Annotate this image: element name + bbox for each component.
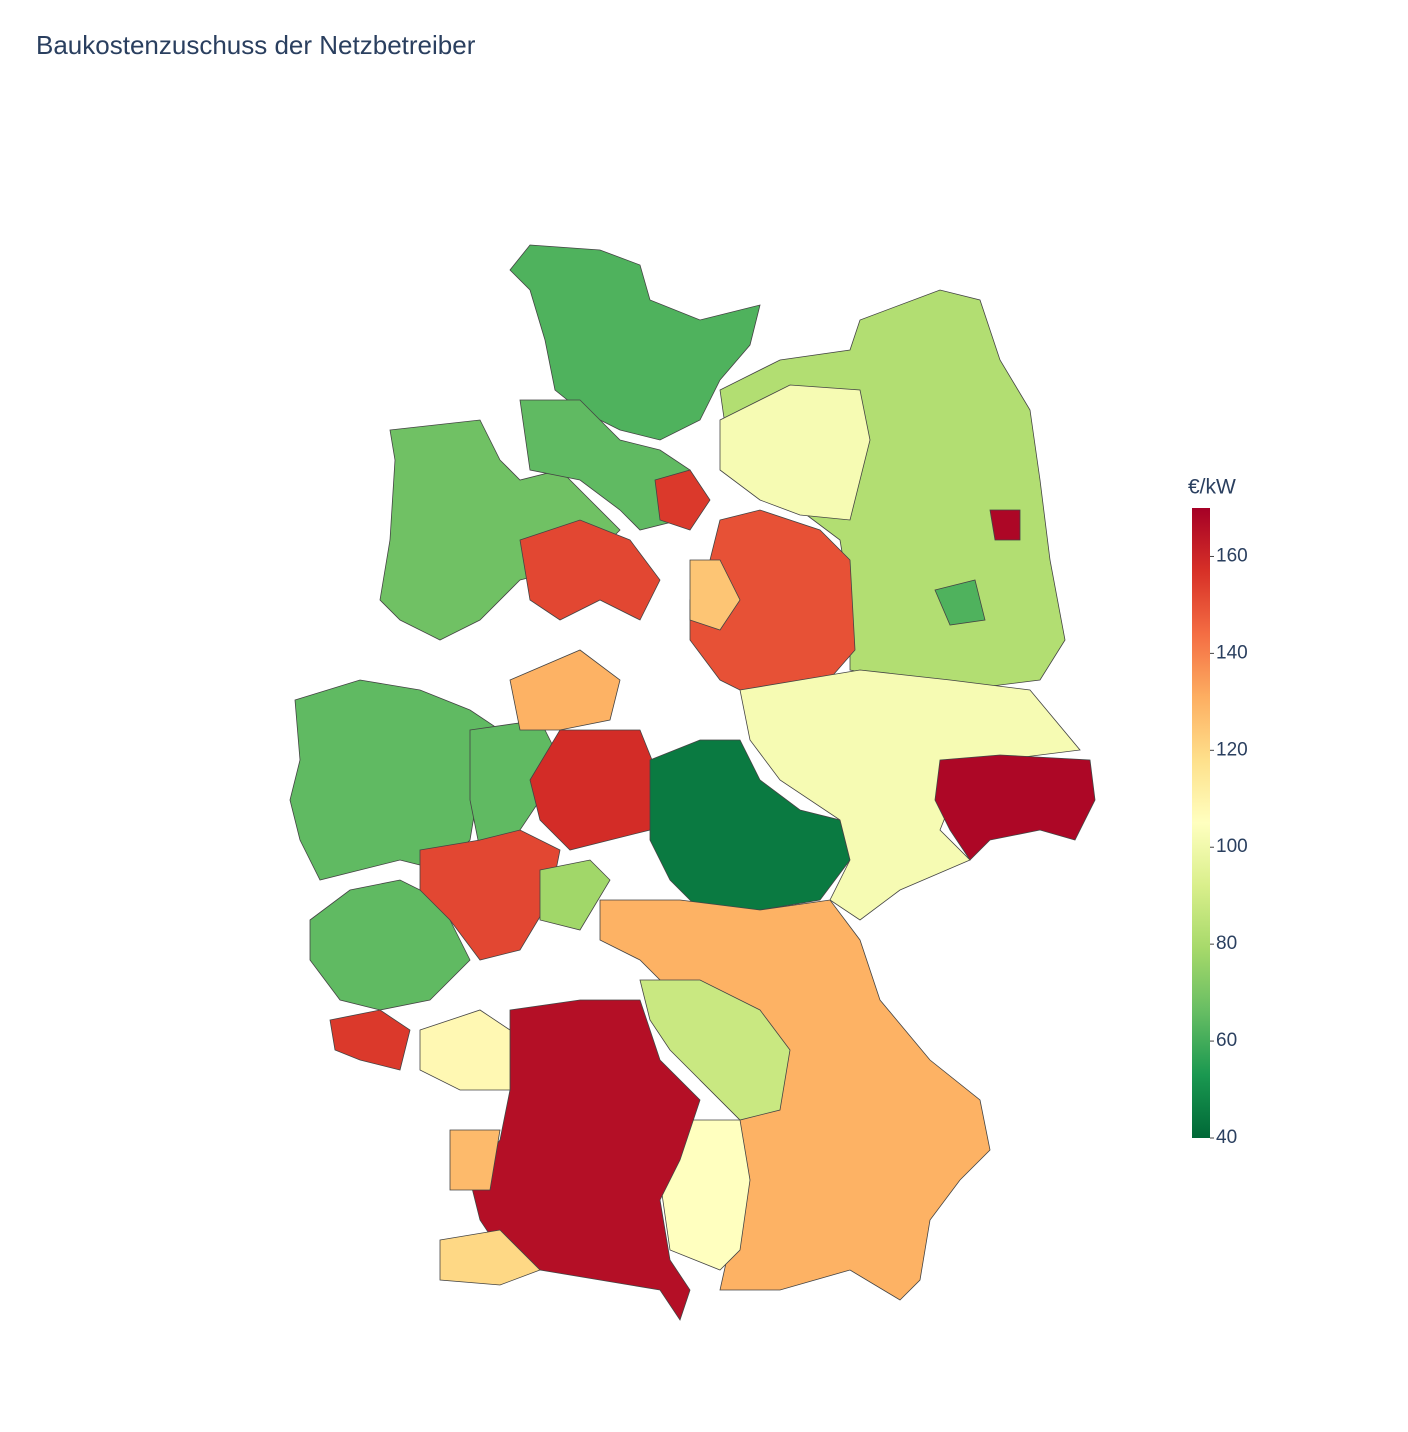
region bbox=[719, 384, 871, 521]
colorbar-tick-label: 40 bbox=[1216, 1127, 1237, 1148]
region bbox=[934, 579, 986, 626]
colorbar-tick-label: 80 bbox=[1216, 933, 1237, 954]
region bbox=[509, 244, 761, 441]
region bbox=[539, 859, 611, 931]
region bbox=[689, 559, 741, 631]
colorbar: 40 60 80 100 120 140 160 bbox=[1192, 508, 1248, 1148]
colorbar-tick-label: 120 bbox=[1216, 739, 1248, 760]
region bbox=[439, 1229, 541, 1286]
region bbox=[739, 669, 1081, 921]
region bbox=[519, 519, 661, 621]
region bbox=[654, 469, 711, 531]
region bbox=[509, 649, 621, 731]
region bbox=[989, 509, 1021, 541]
map bbox=[289, 244, 1096, 1321]
region bbox=[309, 879, 471, 1011]
region bbox=[329, 1009, 411, 1071]
region bbox=[529, 729, 661, 851]
colorbar-tick-label: 60 bbox=[1216, 1030, 1237, 1051]
region bbox=[934, 754, 1096, 861]
colorbar-tick-label: 140 bbox=[1216, 642, 1248, 663]
chart-title: Baukostenzuschuss der Netzbetreiber bbox=[36, 30, 476, 60]
region bbox=[449, 1129, 501, 1191]
region bbox=[639, 979, 791, 1121]
colorbar-title: €/kW bbox=[1188, 476, 1236, 499]
region bbox=[419, 829, 561, 961]
colorbar-scale bbox=[1192, 508, 1210, 1138]
region bbox=[419, 1009, 511, 1091]
colorbar-tick-label: 100 bbox=[1216, 836, 1248, 857]
colorbar-tick-label: 160 bbox=[1216, 545, 1248, 566]
